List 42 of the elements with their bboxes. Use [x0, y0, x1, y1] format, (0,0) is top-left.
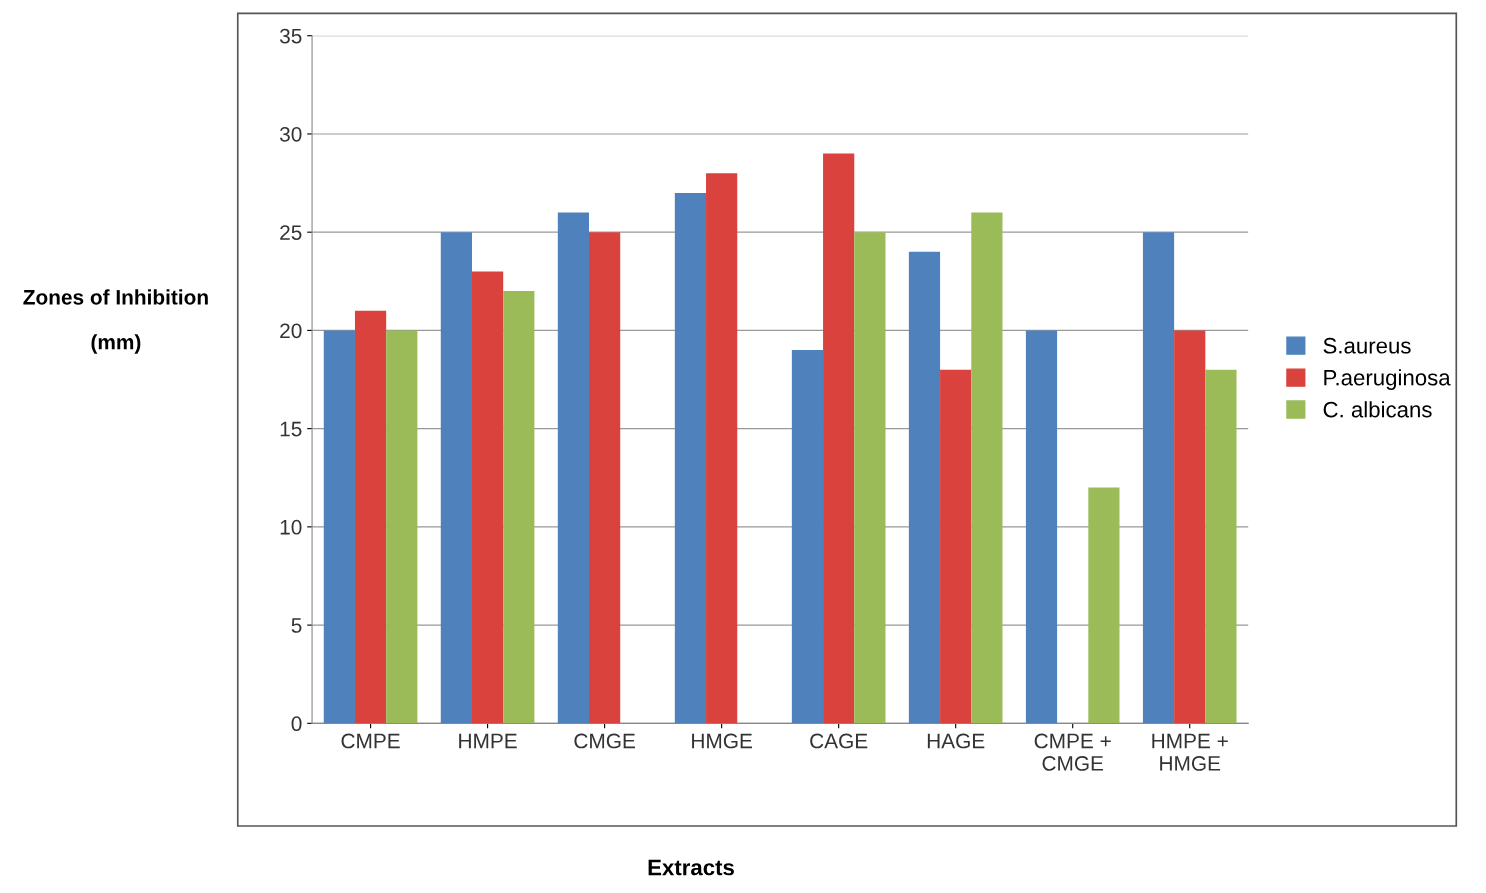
- bar: [386, 330, 418, 724]
- bar: [1088, 487, 1120, 724]
- x-tick-label: CMGE: [574, 733, 635, 749]
- x-axis-title: Extracts: [648, 859, 734, 876]
- bar: [589, 232, 621, 724]
- bar: [908, 251, 941, 724]
- bar: [1025, 330, 1058, 724]
- bar: [823, 153, 855, 724]
- legend-label: P.aeruginosa: [1324, 369, 1451, 390]
- bar: [557, 212, 590, 724]
- text: Zones of Inhibition (mm): [23, 289, 208, 354]
- bar: [503, 291, 535, 724]
- bar: [791, 350, 824, 724]
- x-tick-label: CMPE: [341, 733, 400, 749]
- x-tick-label: HMGE: [692, 733, 752, 749]
- bar: [706, 173, 738, 724]
- bar: [971, 212, 1003, 724]
- x-tick-label: HMPE + HMGE: [1152, 733, 1228, 771]
- bar: [1205, 369, 1237, 724]
- y-tick-label: 0: [291, 716, 302, 732]
- bar: [323, 330, 355, 724]
- bar: [1142, 232, 1175, 724]
- bar: [440, 232, 472, 724]
- y-tick-label: 10: [280, 519, 302, 535]
- y-tick-label: 30: [279, 126, 302, 142]
- x-tick-label: CMPE + CMGE: [1034, 733, 1111, 771]
- y-tick-label: 15: [280, 421, 302, 437]
- bar: [354, 310, 387, 724]
- bar: [1174, 330, 1206, 724]
- legend-label: S.aureus: [1323, 337, 1411, 354]
- x-tick-label: HAGE: [927, 733, 985, 749]
- y-tick-label: 35: [279, 28, 302, 44]
- x-tick-label: HMPE: [459, 733, 517, 749]
- y-tick-label: 5: [291, 618, 302, 633]
- x-tick-label: CAGE: [810, 733, 868, 749]
- bar: [854, 232, 886, 724]
- bar: [940, 369, 972, 724]
- y-tick-label: 20: [280, 323, 302, 339]
- bar: [471, 271, 504, 724]
- y-tick-label: 25: [280, 225, 302, 240]
- bar: [674, 192, 707, 724]
- legend-label: C. albicans: [1323, 401, 1432, 418]
